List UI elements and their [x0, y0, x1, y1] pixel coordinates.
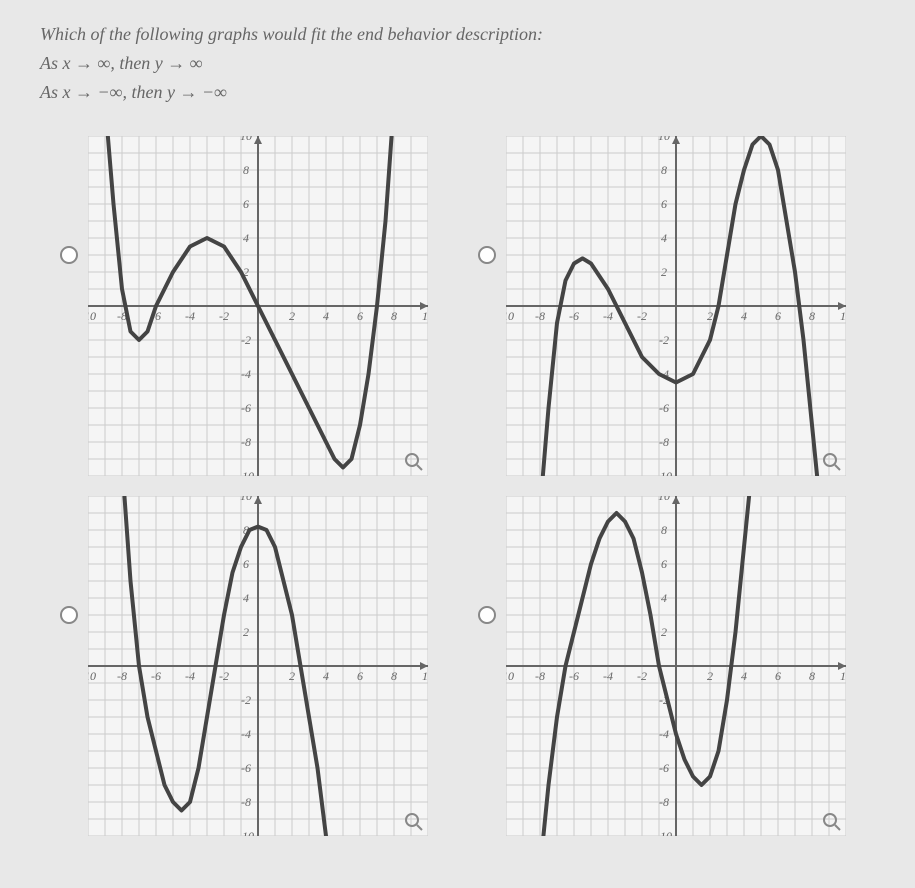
svg-text:-8: -8 — [241, 795, 251, 809]
magnify-icon[interactable] — [404, 452, 424, 472]
svg-text:4: 4 — [741, 669, 747, 683]
question-block: Which of the following graphs would fit … — [40, 20, 875, 106]
magnify-icon[interactable] — [404, 812, 424, 832]
svg-text:10: 10 — [422, 309, 428, 323]
svg-text:8: 8 — [391, 669, 397, 683]
chart-b: -10-8-6-4-2246810-10-8-6-4-2246810 — [506, 136, 846, 476]
svg-text:-2: -2 — [219, 309, 229, 323]
svg-text:-6: -6 — [151, 669, 161, 683]
svg-text:4: 4 — [323, 669, 329, 683]
chart-d: -10-8-6-4-2246810-10-8-6-4-2246810 — [506, 496, 846, 836]
svg-text:10: 10 — [840, 669, 846, 683]
svg-text:10: 10 — [240, 136, 252, 143]
svg-text:-4: -4 — [185, 669, 195, 683]
radio-a[interactable] — [60, 246, 78, 264]
radio-c[interactable] — [60, 606, 78, 624]
svg-text:6: 6 — [661, 197, 667, 211]
svg-text:-8: -8 — [659, 435, 669, 449]
chart-d-wrapper: -10-8-6-4-2246810-10-8-6-4-2246810 — [506, 496, 846, 836]
svg-text:-8: -8 — [117, 669, 127, 683]
svg-text:-8: -8 — [535, 309, 545, 323]
svg-text:8: 8 — [661, 523, 667, 537]
svg-text:-4: -4 — [241, 367, 251, 381]
svg-text:10: 10 — [422, 669, 428, 683]
svg-text:2: 2 — [243, 625, 249, 639]
option-a: -10-8-6-4-2246810-10-8-6-4-2246810 — [60, 136, 438, 476]
svg-text:-2: -2 — [659, 333, 669, 347]
svg-text:-10: -10 — [656, 469, 672, 476]
question-prompt: Which of the following graphs would fit … — [40, 20, 875, 49]
svg-text:4: 4 — [661, 231, 667, 245]
chart-a: -10-8-6-4-2246810-10-8-6-4-2246810 — [88, 136, 428, 476]
svg-text:-10: -10 — [238, 829, 254, 836]
svg-text:-8: -8 — [241, 435, 251, 449]
svg-text:6: 6 — [661, 557, 667, 571]
option-d: -10-8-6-4-2246810-10-8-6-4-2246810 — [478, 496, 856, 836]
svg-text:-2: -2 — [637, 669, 647, 683]
chart-c-wrapper: -10-8-6-4-2246810-10-8-6-4-2246810 — [88, 496, 428, 836]
svg-text:8: 8 — [243, 163, 249, 177]
svg-text:-10: -10 — [506, 669, 514, 683]
svg-text:6: 6 — [357, 309, 363, 323]
svg-text:4: 4 — [741, 309, 747, 323]
svg-text:4: 4 — [323, 309, 329, 323]
svg-text:6: 6 — [775, 669, 781, 683]
svg-text:6: 6 — [775, 309, 781, 323]
svg-text:8: 8 — [391, 309, 397, 323]
svg-text:-4: -4 — [603, 309, 613, 323]
chart-a-wrapper: -10-8-6-4-2246810-10-8-6-4-2246810 — [88, 136, 428, 476]
graphs-grid: -10 -8 -6 -4 -2 2 4 6 8 10 -10 -8 -6 -4 -2 2 4 6 8 10 -10 -8… — [40, 136, 875, 836]
svg-text:-6: -6 — [241, 761, 251, 775]
svg-text:-10: -10 — [88, 309, 96, 323]
svg-text:-4: -4 — [659, 727, 669, 741]
svg-text:2: 2 — [707, 669, 713, 683]
svg-text:2: 2 — [289, 309, 295, 323]
svg-text:4: 4 — [243, 231, 249, 245]
svg-text:-6: -6 — [659, 761, 669, 775]
svg-text:4: 4 — [243, 591, 249, 605]
svg-text:8: 8 — [809, 669, 815, 683]
svg-text:-2: -2 — [637, 309, 647, 323]
magnify-icon[interactable] — [822, 812, 842, 832]
svg-text:-2: -2 — [219, 669, 229, 683]
chart-b-wrapper: -10-8-6-4-2246810-10-8-6-4-2246810 — [506, 136, 846, 476]
radio-b[interactable] — [478, 246, 496, 264]
svg-text:6: 6 — [243, 557, 249, 571]
svg-text:-10: -10 — [506, 309, 514, 323]
svg-text:-6: -6 — [241, 401, 251, 415]
svg-text:-6: -6 — [659, 401, 669, 415]
radio-d[interactable] — [478, 606, 496, 624]
svg-text:2: 2 — [289, 669, 295, 683]
svg-text:-4: -4 — [185, 309, 195, 323]
svg-text:10: 10 — [240, 496, 252, 503]
svg-text:2: 2 — [661, 265, 667, 279]
svg-text:4: 4 — [661, 591, 667, 605]
chart-c: -10-8-6-4-2246810-10-8-6-4-2246810 — [88, 496, 428, 836]
svg-text:-8: -8 — [535, 669, 545, 683]
svg-text:-10: -10 — [88, 669, 96, 683]
svg-text:-10: -10 — [238, 469, 254, 476]
magnify-icon[interactable] — [822, 452, 842, 472]
svg-text:-4: -4 — [241, 727, 251, 741]
svg-text:8: 8 — [661, 163, 667, 177]
svg-text:2: 2 — [707, 309, 713, 323]
svg-text:-2: -2 — [241, 333, 251, 347]
svg-text:-8: -8 — [659, 795, 669, 809]
svg-text:6: 6 — [357, 669, 363, 683]
svg-text:10: 10 — [658, 136, 670, 143]
svg-text:-6: -6 — [569, 669, 579, 683]
svg-text:10: 10 — [840, 309, 846, 323]
question-condition-1: As x → ∞, then y → ∞ — [40, 49, 875, 78]
svg-text:-10: -10 — [656, 829, 672, 836]
svg-text:2: 2 — [661, 625, 667, 639]
svg-text:-2: -2 — [241, 693, 251, 707]
question-condition-2: As x → −∞, then y → −∞ — [40, 78, 875, 107]
svg-text:8: 8 — [809, 309, 815, 323]
svg-text:-6: -6 — [569, 309, 579, 323]
svg-text:10: 10 — [658, 496, 670, 503]
option-b: -10-8-6-4-2246810-10-8-6-4-2246810 — [478, 136, 856, 476]
svg-text:-4: -4 — [603, 669, 613, 683]
option-c: -10-8-6-4-2246810-10-8-6-4-2246810 — [60, 496, 438, 836]
svg-text:6: 6 — [243, 197, 249, 211]
